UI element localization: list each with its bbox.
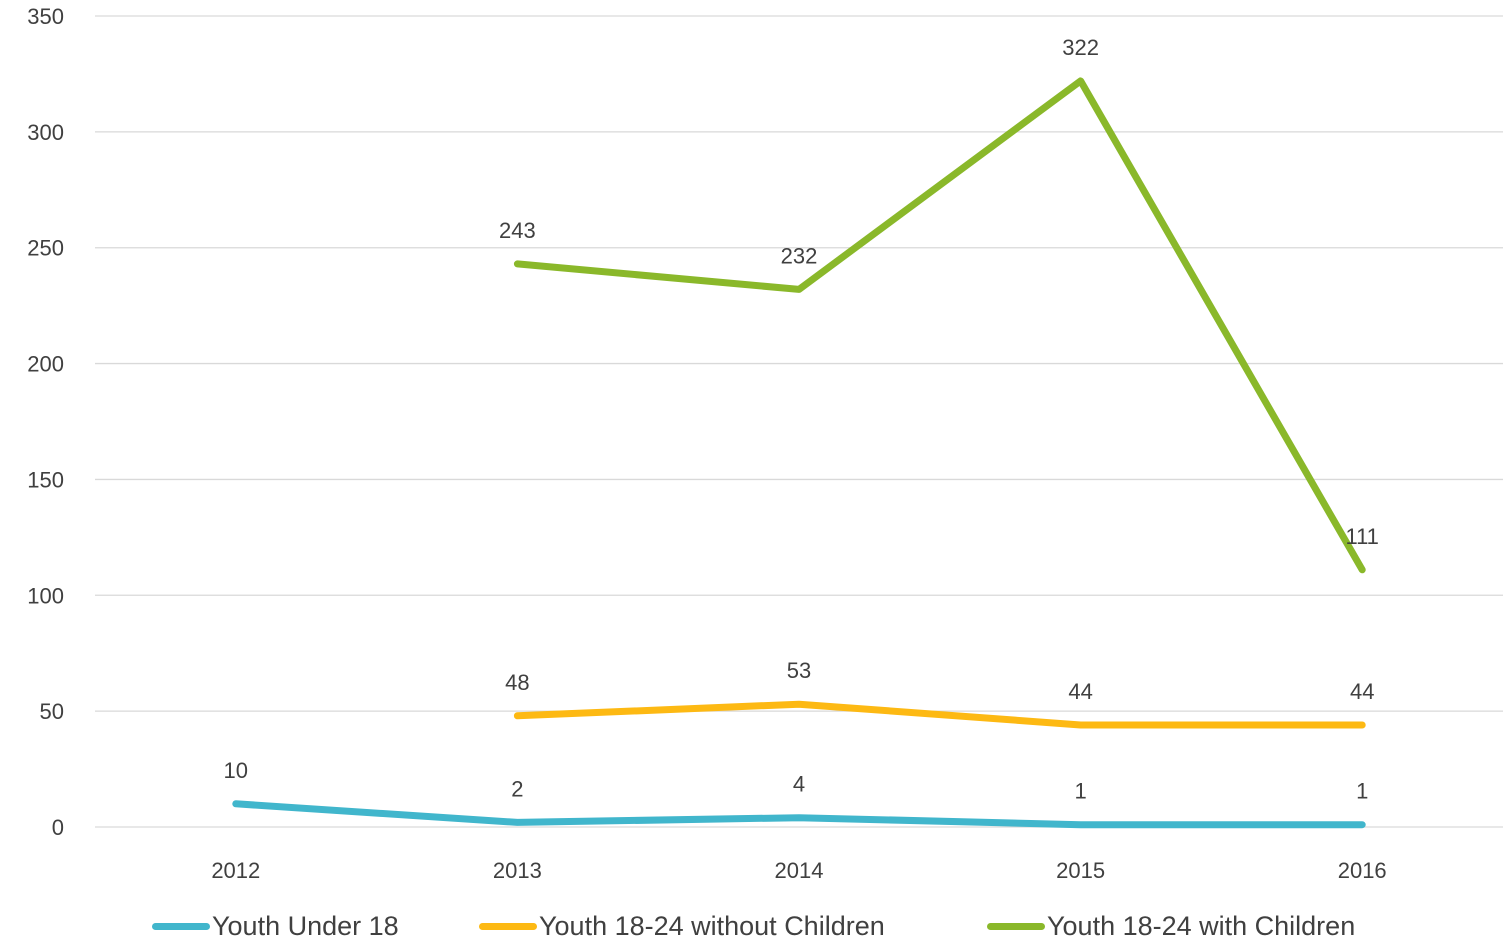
data-label: 243 — [499, 218, 536, 243]
legend: Youth Under 18 Youth 18-24 without Child… — [0, 905, 1503, 948]
y-tick-label: 50 — [40, 699, 64, 724]
data-label: 111 — [1345, 524, 1378, 549]
data-label: 53 — [787, 658, 811, 683]
legend-swatch — [479, 923, 537, 930]
legend-item-youth-18-24-with-children: Youth 18-24 with Children — [987, 905, 1355, 948]
series-line-2 — [513, 77, 1366, 574]
legend-item-youth-18-24-without-children: Youth 18-24 without Children — [479, 905, 885, 948]
x-axis-ticks: 2012 2013 2014 2015 2016 — [211, 858, 1386, 883]
y-tick-label: 350 — [27, 4, 64, 29]
x-tick-label: 2014 — [775, 858, 824, 883]
y-tick-label: 100 — [27, 583, 64, 608]
data-label: 4 — [793, 772, 805, 797]
legend-label: Youth 18-24 with Children — [1047, 911, 1356, 941]
y-tick-label: 200 — [27, 352, 64, 377]
legend-item-youth-under-18: Youth Under 18 — [152, 905, 399, 948]
data-label: 10 — [224, 758, 248, 783]
data-label: 322 — [1062, 35, 1099, 60]
data-label: 1 — [1356, 779, 1368, 804]
data-label: 44 — [1350, 679, 1374, 704]
x-tick-label: 2012 — [211, 858, 260, 883]
y-tick-label: 300 — [27, 120, 64, 145]
y-axis-ticks: 0 50 100 150 200 250 300 350 — [27, 4, 64, 840]
x-tick-label: 2013 — [493, 858, 542, 883]
x-tick-label: 2015 — [1056, 858, 1105, 883]
legend-label: Youth Under 18 — [212, 911, 399, 941]
gridlines — [95, 15, 1503, 828]
series-lines — [232, 77, 1366, 829]
data-label: 2 — [511, 776, 523, 801]
y-tick-label: 0 — [52, 815, 64, 840]
x-tick-label: 2016 — [1338, 858, 1387, 883]
y-tick-label: 250 — [27, 236, 64, 261]
data-label: 48 — [505, 670, 529, 695]
legend-label: Youth 18-24 without Children — [539, 911, 885, 941]
legend-swatch — [152, 923, 210, 930]
data-label: 1 — [1074, 779, 1086, 804]
data-labels: 10 2 4 1 1 48 53 44 44 243 232 322 111 — [224, 35, 1379, 804]
legend-swatch — [987, 923, 1045, 930]
data-label: 232 — [781, 243, 818, 268]
data-label: 44 — [1068, 679, 1092, 704]
y-tick-label: 150 — [27, 467, 64, 492]
series-line-0 — [232, 800, 1366, 829]
series-line-1 — [513, 700, 1366, 729]
